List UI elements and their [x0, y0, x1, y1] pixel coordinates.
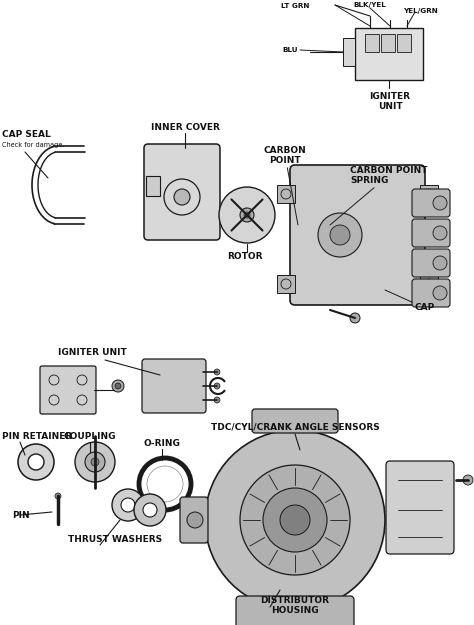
Circle shape — [263, 488, 327, 552]
Circle shape — [433, 196, 447, 210]
Circle shape — [112, 489, 144, 521]
FancyBboxPatch shape — [290, 165, 425, 305]
Bar — [277, 275, 295, 293]
Circle shape — [174, 189, 190, 205]
Circle shape — [350, 313, 360, 323]
Bar — [420, 185, 438, 203]
Text: PIN RETAINER: PIN RETAINER — [2, 432, 72, 441]
FancyBboxPatch shape — [386, 461, 454, 554]
Circle shape — [433, 286, 447, 300]
Circle shape — [85, 452, 105, 472]
Circle shape — [433, 226, 447, 240]
Circle shape — [134, 494, 166, 526]
Circle shape — [214, 397, 220, 403]
Text: CARBON POINT
SPRING: CARBON POINT SPRING — [330, 166, 428, 225]
Bar — [146, 176, 160, 196]
Circle shape — [55, 493, 61, 499]
Bar — [296, 223, 318, 233]
Circle shape — [205, 430, 385, 610]
Circle shape — [121, 498, 135, 512]
Text: ROTOR: ROTOR — [227, 252, 263, 261]
Bar — [420, 275, 438, 293]
Circle shape — [280, 505, 310, 535]
Circle shape — [318, 213, 362, 257]
Circle shape — [240, 208, 254, 222]
Circle shape — [214, 369, 220, 375]
Text: IGNITER
UNIT: IGNITER UNIT — [370, 92, 410, 111]
FancyBboxPatch shape — [412, 219, 450, 247]
Bar — [397, 34, 411, 52]
Circle shape — [463, 475, 473, 485]
FancyBboxPatch shape — [412, 279, 450, 307]
Circle shape — [219, 187, 275, 243]
Text: BLU: BLU — [283, 47, 298, 53]
Text: Check for damage.: Check for damage. — [2, 142, 64, 148]
Bar — [355, 28, 423, 80]
Bar — [365, 34, 379, 52]
FancyBboxPatch shape — [236, 596, 354, 625]
Text: LT GRN: LT GRN — [281, 3, 309, 9]
Circle shape — [240, 465, 350, 575]
Circle shape — [187, 512, 203, 528]
Circle shape — [28, 454, 44, 470]
FancyBboxPatch shape — [180, 497, 208, 543]
Circle shape — [91, 458, 99, 466]
Text: IGNITER UNIT: IGNITER UNIT — [58, 348, 127, 357]
Bar — [381, 34, 395, 52]
Text: INNER COVER: INNER COVER — [151, 123, 219, 132]
Circle shape — [115, 383, 121, 389]
Circle shape — [330, 225, 350, 245]
FancyBboxPatch shape — [144, 144, 220, 240]
Text: CAP SEAL: CAP SEAL — [2, 130, 51, 139]
Text: CARBON
POINT: CARBON POINT — [264, 146, 306, 225]
Circle shape — [244, 212, 250, 218]
Text: CAP: CAP — [385, 290, 435, 312]
Circle shape — [75, 442, 115, 482]
Circle shape — [214, 383, 220, 389]
Text: YEL/GRN: YEL/GRN — [402, 8, 438, 14]
Text: COUPLING: COUPLING — [64, 432, 116, 441]
Text: PIN: PIN — [12, 511, 29, 519]
Text: DISTRIBUTOR
HOUSING: DISTRIBUTOR HOUSING — [261, 596, 329, 615]
FancyBboxPatch shape — [40, 366, 96, 414]
Bar — [277, 185, 295, 203]
FancyBboxPatch shape — [412, 249, 450, 277]
Circle shape — [433, 256, 447, 270]
Circle shape — [143, 503, 157, 517]
Circle shape — [112, 380, 124, 392]
FancyBboxPatch shape — [142, 359, 206, 413]
Text: BLK/YEL: BLK/YEL — [354, 2, 386, 8]
FancyBboxPatch shape — [252, 409, 338, 433]
Circle shape — [18, 444, 54, 480]
Text: TDC/CYL/CRANK ANGLE SENSORS: TDC/CYL/CRANK ANGLE SENSORS — [210, 423, 379, 432]
FancyBboxPatch shape — [412, 189, 450, 217]
Bar — [343, 38, 355, 66]
Text: O-RING: O-RING — [144, 439, 181, 448]
Text: THRUST WASHERS: THRUST WASHERS — [68, 535, 162, 544]
